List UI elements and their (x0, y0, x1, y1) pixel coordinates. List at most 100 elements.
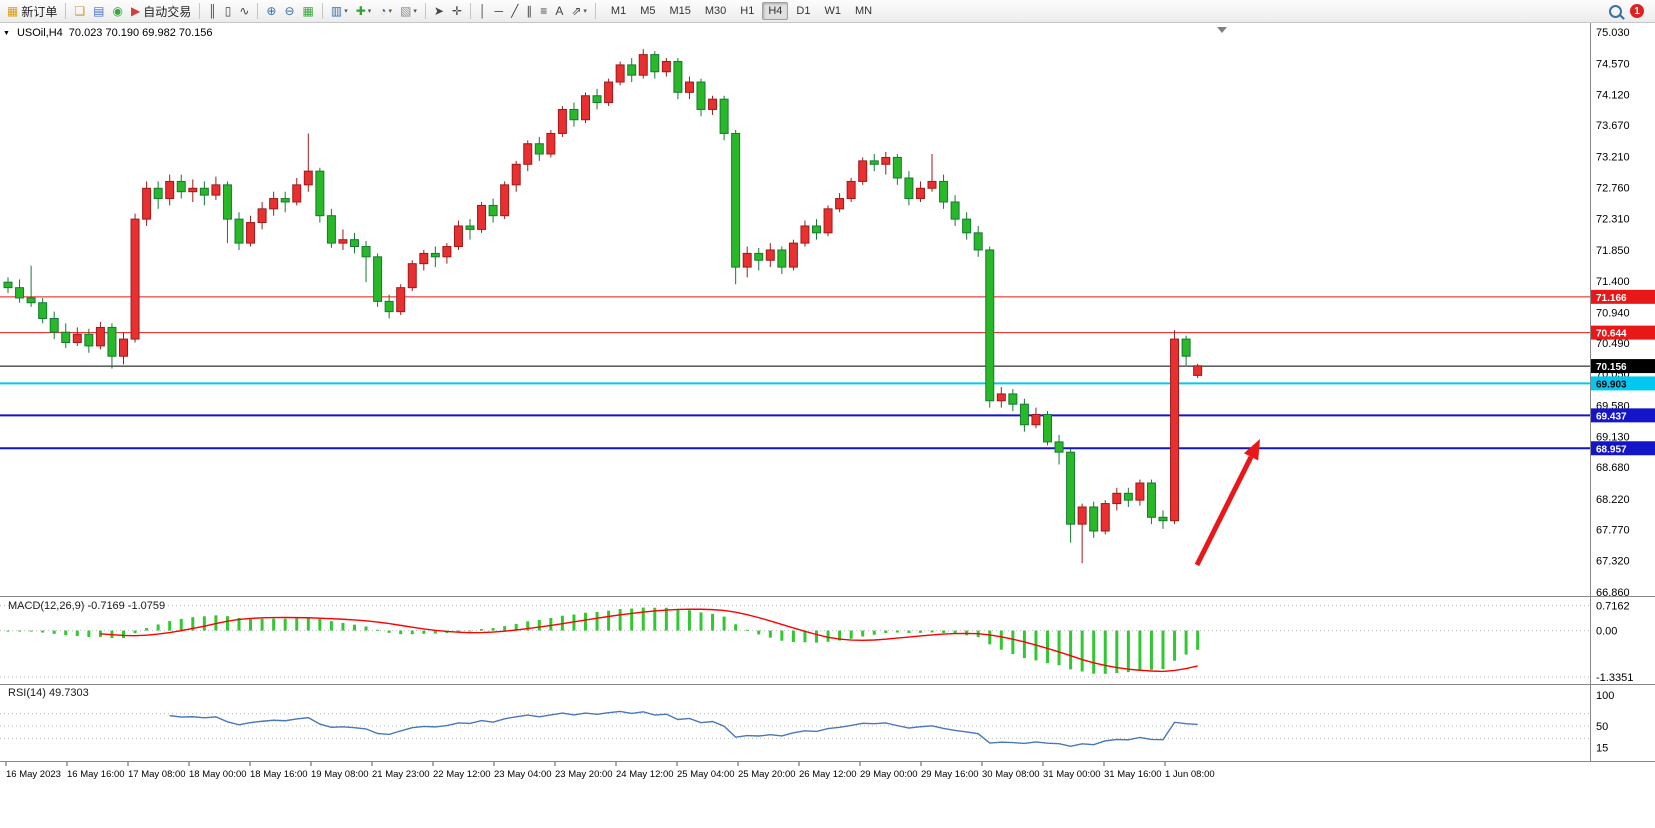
ohlc-bars-icon[interactable]: ║ (204, 1, 221, 21)
timeframe-w1-button[interactable]: W1 (824, 5, 841, 17)
navigator-icon: ◉ (112, 4, 123, 18)
candle (581, 95, 590, 121)
periods-menu-icon[interactable]: ◔ ▾ (375, 1, 396, 21)
trendline-tool-icon[interactable]: ╱ (507, 1, 522, 21)
timeframe-h1-button[interactable]: H1 (740, 5, 755, 17)
dropdown-arrow-icon[interactable]: ▾ (367, 8, 372, 15)
timeframe-m30-button[interactable]: M30 (704, 5, 727, 17)
navigator-icon[interactable]: ◉ (108, 1, 126, 21)
toolbar-separator (257, 3, 259, 19)
price-tag (1591, 441, 1655, 456)
macd-histogram-bar (1069, 630, 1073, 670)
chart-shift-marker-icon[interactable] (1217, 27, 1227, 33)
toolbar-right: 1 (1609, 4, 1652, 18)
candle (650, 54, 660, 73)
timeframe-m1-button[interactable]: M1 (610, 5, 627, 17)
candle (453, 225, 463, 248)
candle (373, 256, 383, 302)
candle (569, 108, 579, 121)
profiles-icon[interactable]: ❏ (70, 1, 89, 21)
price-tag-value: 70.644 (1596, 329, 1627, 340)
timeframe-d1-button[interactable]: D1 (796, 5, 811, 17)
macd-histogram-bar (745, 629, 749, 631)
arrow-annotation-head[interactable] (1243, 439, 1260, 461)
dropdown-arrow-icon[interactable]: ▾ (388, 8, 393, 15)
arrow-annotation[interactable] (1194, 455, 1254, 567)
candle (1089, 506, 1099, 532)
candle (211, 184, 221, 196)
candle (985, 249, 995, 402)
new-order-button[interactable]: ▦ 新订单 (3, 1, 61, 21)
candle (61, 331, 71, 343)
autotrade-button[interactable]: ▶ 自动交易 (127, 1, 195, 21)
rsi-line (169, 710, 1198, 748)
dropdown-arrow-icon[interactable]: ▾ (413, 8, 417, 15)
price-tag-value: 71.166 (1596, 293, 1627, 304)
macd-histogram-bar (179, 618, 183, 631)
zoom-in-icon[interactable]: ⊕ (262, 1, 280, 21)
candle (708, 98, 718, 110)
market-watch-icon[interactable]: ▤ (89, 1, 108, 21)
candle (442, 246, 452, 258)
macd-histogram-bar (872, 630, 876, 635)
macd-histogram-bar (75, 630, 79, 637)
horizontal-line-tool-icon: ─ (494, 4, 504, 18)
candle (904, 177, 914, 200)
macd-histogram-bar (387, 630, 391, 633)
vertical-line-tool-icon: │ (479, 4, 487, 18)
candle (234, 218, 244, 244)
dropdown-arrow-icon[interactable]: ▾ (344, 8, 348, 15)
channel-tool-icon: ∥ (526, 4, 533, 18)
macd-histogram-bar (918, 630, 922, 633)
candle (246, 222, 256, 244)
candle (534, 143, 544, 155)
arrows-tool-icon[interactable]: ⇗ ▾ (567, 1, 591, 21)
candlestick-chart-icon[interactable]: ▯ (221, 1, 236, 21)
horizontal-line-tool-icon[interactable]: ─ (491, 1, 508, 21)
new-chart-menu-icon: ▥ (330, 4, 343, 18)
dropdown-arrow-icon[interactable]: ▾ (583, 8, 587, 15)
macd-histogram-bar (1092, 630, 1096, 674)
candle (419, 252, 429, 265)
macd-histogram-bar (133, 630, 137, 634)
new-chart-menu-icon[interactable]: ▥ ▾ (327, 1, 352, 21)
macd-histogram-bar (260, 618, 264, 631)
timeframe-h4-button[interactable]: H4 (762, 2, 789, 20)
zoom-out-icon[interactable]: ⊖ (280, 1, 298, 21)
indicators-menu-icon[interactable]: ✚ ▾ (352, 1, 376, 21)
macd-histogram-bar (272, 618, 276, 631)
line-chart-icon[interactable]: ∿ (235, 1, 253, 21)
zoom-out-icon: ⊖ (284, 4, 295, 18)
fibonacci-tool-icon[interactable]: ≡ (536, 1, 551, 21)
time-axis-label: 18 May 16:00 (250, 769, 308, 780)
candle (500, 184, 510, 217)
macd-histogram-bar (584, 612, 587, 631)
notification-badge[interactable]: 1 (1630, 4, 1644, 18)
timeframe-m15-button[interactable]: M15 (669, 5, 691, 17)
time-axis-label: 16 May 16:00 (67, 769, 125, 780)
cursor-icon[interactable]: ➤ (430, 1, 448, 21)
candle (939, 180, 949, 203)
price-chart-canvas[interactable]: 75.030 74.570 74.120 73.670 73.210 72.760 72.3… (0, 23, 1655, 806)
search-icon[interactable] (1609, 4, 1622, 18)
timeframe-m5-button[interactable]: M5 (640, 5, 656, 17)
macd-histogram-bar (676, 609, 680, 631)
price-tag (1591, 376, 1655, 391)
candle (800, 225, 810, 244)
templates-menu-icon[interactable]: ▧ ▾ (396, 1, 421, 21)
candle (119, 338, 128, 357)
macd-histogram-bar (1011, 630, 1015, 655)
timeframe-mn-button[interactable]: MN (854, 5, 873, 17)
macd-values: -0.7169 -1.0759 (87, 600, 166, 612)
text-tool-icon[interactable]: A (551, 1, 567, 21)
chevron-down-icon[interactable]: ▼ (3, 29, 10, 37)
candle (927, 180, 937, 189)
vertical-line-tool-icon[interactable]: │ (475, 1, 491, 21)
channel-tool-icon[interactable]: ∥ (522, 1, 536, 21)
macd-histogram-bar (87, 630, 91, 638)
toolbar-separator (594, 3, 596, 19)
tile-windows-icon[interactable]: ▦ (299, 1, 318, 21)
time-axis-label: 21 May 23:00 (372, 769, 430, 780)
crosshair-icon[interactable]: ✛ (448, 1, 466, 21)
price-axis-label: 67.320 (1596, 555, 1630, 567)
